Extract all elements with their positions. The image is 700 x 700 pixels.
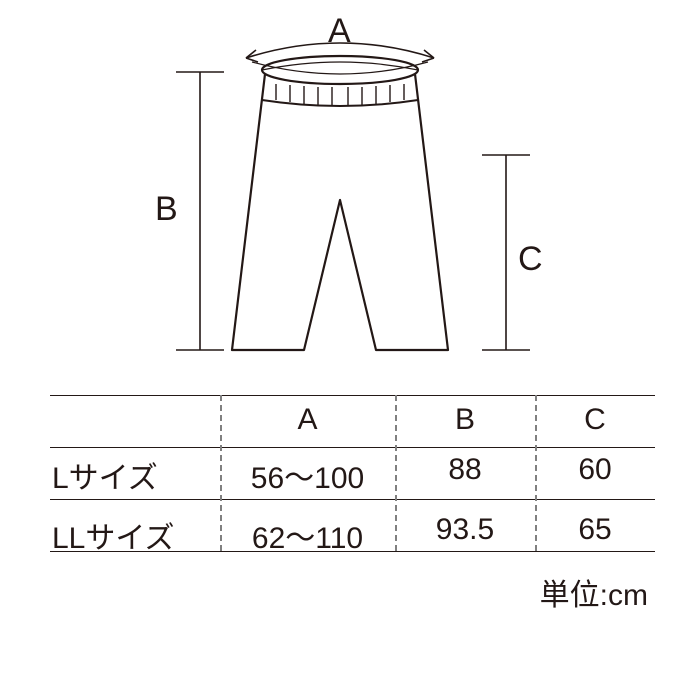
size-table: A B C Lサイズ 56〜100 88 60 LLサイズ 62〜110 93.…: [50, 395, 655, 565]
table-cell: 65: [535, 505, 655, 565]
dim-label-A: A: [328, 12, 351, 51]
table-cell: 88: [395, 445, 535, 505]
dim-label-C: C: [518, 240, 543, 279]
table-row-label: Lサイズ: [50, 445, 220, 505]
sizechart-canvas: A B C A B C Lサイズ 56〜100 88 60 LLサイズ 62〜1…: [0, 0, 700, 700]
dim-label-B: B: [155, 190, 178, 229]
table-row-label: LLサイズ: [50, 505, 220, 565]
table-cell: 56〜100: [220, 445, 395, 505]
table-cell: 60: [535, 445, 655, 505]
table-header-C: C: [535, 395, 655, 445]
unit-label: 単位:cm: [540, 570, 648, 614]
pants-svg: [0, 0, 700, 380]
table-cell: 93.5: [395, 505, 535, 565]
table-cell: 62〜110: [220, 505, 395, 565]
pants-outline: [232, 74, 448, 350]
table-header-A: A: [220, 395, 395, 445]
dim-B: [176, 72, 224, 350]
pants-diagram: A B C: [0, 0, 700, 380]
table-header-B: B: [395, 395, 535, 445]
table-header-blank: [50, 395, 220, 445]
waist-ellipse: [262, 56, 418, 84]
